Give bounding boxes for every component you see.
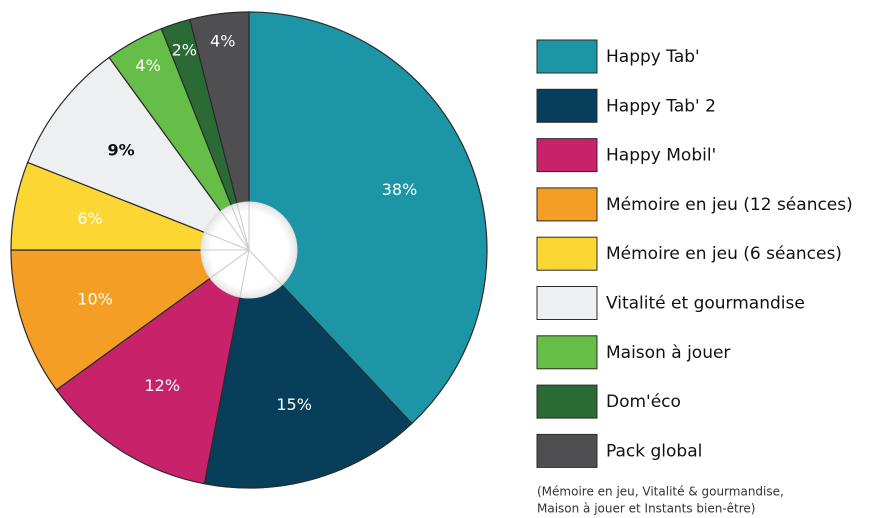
legend-label: Vitalité et gourmandise	[606, 294, 805, 314]
hole-line	[220, 210, 250, 251]
legend-swatch	[536, 138, 598, 173]
data-label: 12%	[145, 376, 181, 395]
legend-swatch	[536, 39, 598, 74]
hole-line	[239, 249, 250, 298]
pie-slice	[55, 248, 250, 485]
legend-label: Mémoire en jeu (6 séances)	[606, 244, 842, 264]
legend-label: Pack global	[606, 441, 702, 461]
legend-swatch	[536, 88, 598, 123]
pie-slice	[248, 11, 488, 425]
data-label: 2%	[172, 40, 197, 59]
pie-slice	[10, 249, 251, 391]
data-label: 15%	[276, 395, 312, 414]
legend-swatch	[536, 335, 598, 370]
legend-swatch	[536, 236, 598, 271]
data-label: 6%	[77, 209, 102, 228]
legend-swatch	[536, 384, 598, 419]
data-label: 4%	[210, 32, 235, 51]
note: Maison à jouer et Instants bien-être)	[537, 502, 755, 516]
legend-label: Dom'éco	[606, 392, 681, 412]
data-label: 9%	[108, 140, 135, 159]
hole-line	[248, 249, 283, 286]
legend-swatch	[536, 187, 598, 222]
note: (Mémoire en jeu, Vitalité & gourmandise,	[537, 485, 784, 499]
data-label: 10%	[77, 290, 113, 309]
legend-label: Mémoire en jeu (12 séances)	[606, 195, 853, 215]
data-label: 38%	[382, 180, 418, 199]
legend-swatch	[536, 286, 598, 320]
pie-slice	[203, 248, 413, 489]
hole-line	[230, 205, 250, 251]
legend-label: Happy Mobil'	[606, 146, 716, 166]
pie-slice	[26, 56, 251, 252]
legend: Happy Tab' Happy Tab' 2 Happy Mobil' Mémoir…	[536, 39, 853, 468]
legend-label: Maison à jouer	[606, 343, 730, 363]
legend-label: Happy Tab' 2	[606, 96, 716, 116]
data-label: 4%	[135, 56, 160, 75]
hole-line	[236, 203, 250, 251]
hole-line	[209, 249, 250, 279]
pie: 38% 15% 12% 10% 6% 9% 4% 2% 4%	[10, 11, 488, 489]
legend-swatch	[536, 433, 598, 468]
legend-label: Happy Tab'	[606, 47, 700, 67]
pie-slice	[189, 11, 250, 251]
hole-line	[204, 231, 250, 251]
